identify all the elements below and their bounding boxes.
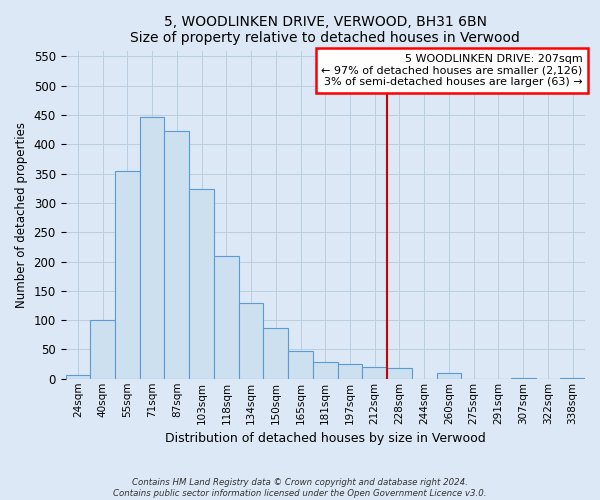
Bar <box>511 378 536 379</box>
Bar <box>164 131 189 379</box>
Bar <box>437 373 461 379</box>
Bar <box>239 302 263 379</box>
Bar <box>263 328 288 379</box>
Bar <box>362 367 387 379</box>
Bar <box>115 170 140 379</box>
Bar <box>140 117 164 379</box>
Bar <box>313 362 338 379</box>
Text: 5 WOODLINKEN DRIVE: 207sqm
← 97% of detached houses are smaller (2,126)
3% of se: 5 WOODLINKEN DRIVE: 207sqm ← 97% of deta… <box>321 54 583 87</box>
Bar <box>65 374 90 379</box>
Y-axis label: Number of detached properties: Number of detached properties <box>15 122 28 308</box>
Bar <box>214 256 239 379</box>
Text: Contains HM Land Registry data © Crown copyright and database right 2024.
Contai: Contains HM Land Registry data © Crown c… <box>113 478 487 498</box>
Bar <box>338 364 362 379</box>
Bar <box>288 350 313 379</box>
Bar <box>387 368 412 379</box>
Bar <box>560 378 585 379</box>
Bar <box>90 320 115 379</box>
Bar <box>189 190 214 379</box>
X-axis label: Distribution of detached houses by size in Verwood: Distribution of detached houses by size … <box>165 432 485 445</box>
Title: 5, WOODLINKEN DRIVE, VERWOOD, BH31 6BN
Size of property relative to detached hou: 5, WOODLINKEN DRIVE, VERWOOD, BH31 6BN S… <box>130 15 520 45</box>
